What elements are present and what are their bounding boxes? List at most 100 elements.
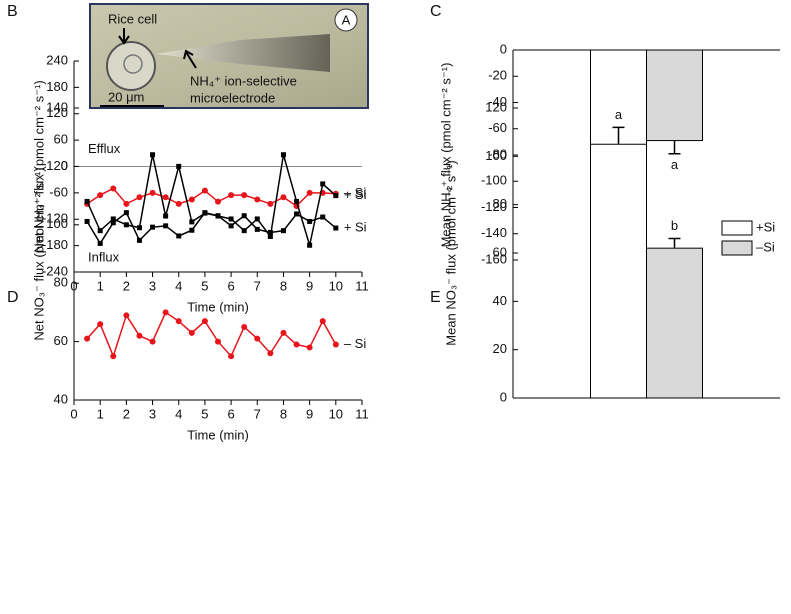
x-tick-label: 3 — [149, 406, 156, 421]
marker — [123, 222, 129, 228]
x-tick-label: 10 — [329, 406, 343, 421]
marker — [136, 237, 142, 243]
series-line — [86, 211, 337, 245]
marker — [306, 344, 313, 351]
y-tick-label: 60 — [493, 244, 507, 259]
marker — [306, 189, 313, 196]
marker — [123, 312, 130, 319]
x-tick-label: 7 — [254, 278, 261, 293]
marker — [97, 228, 103, 234]
series-label: + Si — [344, 187, 367, 202]
series-label: + Si — [344, 219, 367, 234]
x-tick-label: 9 — [306, 406, 313, 421]
y-tick-label: 180 — [46, 79, 68, 94]
marker — [215, 213, 221, 219]
marker — [293, 341, 300, 348]
error-bar — [668, 140, 681, 155]
y-tick-label: 120 — [46, 105, 68, 120]
inset-text: Rice cell — [108, 11, 157, 26]
cell-nucleus — [123, 54, 143, 74]
x-tick-label: 8 — [280, 278, 287, 293]
marker — [188, 196, 195, 203]
marker — [97, 321, 104, 328]
marker — [110, 185, 117, 192]
marker — [241, 324, 248, 330]
y-axis-label: Net NH₄⁺ flux (pmol cm⁻² s⁻¹) — [31, 80, 46, 253]
legend-label: +Si — [756, 219, 775, 234]
x-tick-label: 0 — [70, 406, 77, 421]
error-bar — [612, 126, 625, 145]
y-tick-label: -140 — [481, 225, 507, 240]
y-tick-label: -100 — [481, 173, 507, 188]
marker — [320, 214, 326, 220]
y-tick-label: 40 — [54, 391, 68, 406]
marker — [97, 192, 104, 199]
marker — [175, 318, 182, 325]
x-axis-label: Time (min) — [187, 299, 249, 314]
y-tick-label: 120 — [46, 158, 68, 173]
marker — [84, 218, 90, 224]
y-tick-label: 20 — [493, 341, 507, 356]
y-tick-label: 100 — [485, 148, 507, 163]
marker — [254, 196, 261, 203]
y-tick-label: 0 — [61, 158, 68, 173]
marker — [163, 223, 169, 229]
marker — [241, 192, 248, 199]
marker — [201, 318, 208, 325]
marker — [320, 181, 326, 187]
y-tick-label: -120 — [481, 199, 507, 214]
marker — [228, 223, 234, 229]
y-tick-label: -60 — [488, 120, 507, 135]
marker — [150, 152, 156, 158]
marker — [267, 233, 273, 239]
x-tick-label: 11 — [355, 406, 369, 421]
panel-label: C — [430, 3, 442, 20]
y-tick-label: 40 — [493, 293, 507, 308]
marker — [280, 329, 287, 336]
y-tick-label: 60 — [54, 333, 68, 348]
marker — [123, 200, 130, 207]
inset-photo: Rice cell NH₄⁺ ion-selective microelectrod… — [89, 3, 369, 109]
marker — [84, 335, 91, 342]
rice-cell — [106, 41, 156, 91]
y-tick-label: 60 — [54, 132, 68, 147]
series-label: – Si — [344, 185, 367, 200]
marker — [294, 198, 300, 204]
y-tick-label: 140 — [46, 99, 68, 114]
x-tick-label: 1 — [97, 278, 104, 293]
marker — [280, 152, 286, 158]
significance-letter: a — [615, 107, 623, 122]
marker — [307, 242, 313, 248]
marker — [333, 225, 339, 231]
x-tick-label: 2 — [123, 278, 130, 293]
marker — [110, 220, 116, 226]
significance-letter: a — [671, 157, 679, 172]
marker — [228, 192, 235, 199]
series-label: – Si — [344, 336, 367, 351]
marker — [97, 240, 103, 246]
panel-label: E — [430, 289, 441, 306]
x-tick-label: 5 — [201, 278, 208, 293]
y-tick-label: 0 — [500, 389, 507, 404]
y-tick-label: -160 — [481, 251, 507, 266]
y-tick-label: 100 — [46, 216, 68, 231]
marker — [189, 227, 195, 233]
marker — [110, 353, 117, 360]
marker — [162, 309, 169, 316]
y-axis-label: Mean NH₄⁺ flux (pmol cm⁻² s⁻¹) — [438, 63, 453, 248]
marker — [189, 219, 195, 225]
x-tick-label: 5 — [201, 406, 208, 421]
y-tick-label: -240 — [42, 263, 68, 278]
arrow — [118, 28, 130, 45]
legend-label: –Si — [756, 239, 775, 254]
inset-label-bg — [334, 8, 358, 32]
marker — [228, 216, 234, 222]
marker — [201, 187, 208, 194]
x-tick-label: 4 — [175, 278, 182, 293]
y-tick-label: -120 — [42, 211, 68, 226]
marker — [149, 338, 156, 345]
marker — [123, 210, 129, 216]
x-tick-label: 6 — [227, 406, 234, 421]
marker — [333, 193, 339, 199]
